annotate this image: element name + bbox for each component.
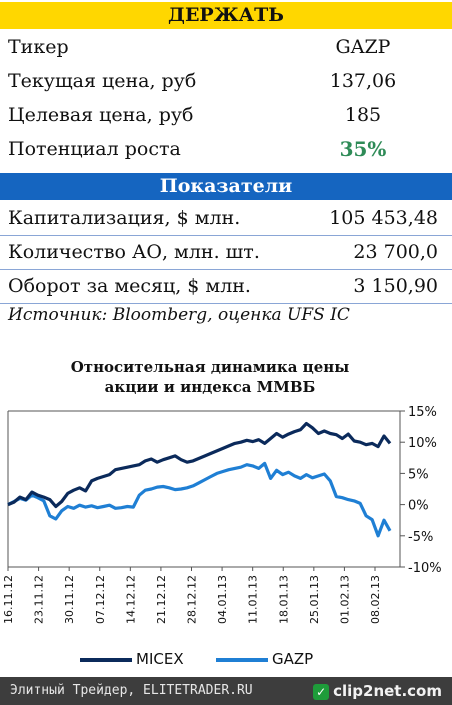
x-tick-label: 04.01.13 xyxy=(216,575,229,624)
x-tick-label: 14.12.12 xyxy=(124,575,137,624)
clip2net-logo[interactable]: ✓ clip2net.com xyxy=(313,677,442,705)
chart-title-line-2: акции и индекса ММВБ xyxy=(104,378,316,396)
metric-value: 105 453,48 xyxy=(329,207,438,229)
x-tick-label: 23.11.12 xyxy=(33,575,46,624)
footer-bar: Элитный Трейдер, ELITETRADER.RU ✓ clip2ne… xyxy=(0,677,452,705)
legend-item-micex: MICEX xyxy=(80,650,184,668)
row-divider xyxy=(0,303,452,304)
x-tick-label: 18.01.13 xyxy=(277,575,290,624)
x-tick-label: 25.01.13 xyxy=(308,575,321,624)
row-divider xyxy=(0,269,452,270)
info-row-ticker: Тикер GAZP xyxy=(8,30,440,64)
x-tick-label: 08.02.13 xyxy=(369,575,382,624)
row-divider xyxy=(0,235,452,236)
series-line-gazp xyxy=(7,461,392,538)
info-label: Текущая цена, руб xyxy=(8,70,197,92)
recommendation-banner: ДЕРЖАТЬ xyxy=(0,2,452,29)
metric-label: Капитализация, $ млн. xyxy=(8,207,241,229)
metric-value: 23 700,0 xyxy=(353,241,438,263)
x-tick-label: 16.11.12 xyxy=(2,575,15,624)
clip-icon: ✓ xyxy=(313,683,330,700)
legend-label-gazp: GAZP xyxy=(272,650,314,668)
source-note: Источник: Bloomberg, оценка UFS IC xyxy=(8,305,350,325)
x-tick-label: 07.12.12 xyxy=(94,575,107,624)
legend-swatch-micex xyxy=(80,657,132,662)
x-tick-label: 01.02.13 xyxy=(338,575,351,624)
metric-row-shares: Количество АО, млн. шт. 23 700,0 xyxy=(8,235,440,269)
y-tick-label: 0% xyxy=(408,499,429,514)
y-tick-label: -10% xyxy=(408,561,442,576)
y-tick-label: 10% xyxy=(408,436,437,451)
info-value: 137,06 xyxy=(329,70,397,92)
legend-swatch-gazp xyxy=(216,657,268,662)
y-tick-label: -5% xyxy=(408,530,433,545)
info-row-target-price: Целевая цена, руб 185 xyxy=(8,98,440,132)
info-value: GAZP xyxy=(335,36,391,58)
logo-text: clip2net.com xyxy=(333,682,442,700)
metric-label: Оборот за месяц, $ млн. xyxy=(8,275,251,297)
y-tick-label: 15% xyxy=(408,405,437,420)
upside-value: 35% xyxy=(339,137,387,161)
relative-performance-chart: -10% -5% 0% 5% 10% 15% 16.11.12 23.11.12 30.11.1… xyxy=(2,405,442,624)
x-tick-label: 28.12.12 xyxy=(186,575,199,624)
footer-credit: Элитный Трейдер, ELITETRADER.RU xyxy=(10,683,253,698)
metric-row-turnover: Оборот за месяц, $ млн. 3 150,90 xyxy=(8,269,440,303)
x-tick-label: 30.11.12 xyxy=(63,575,76,624)
y-tick-label: 5% xyxy=(408,467,429,482)
info-label: Потенциал роста xyxy=(8,138,181,160)
info-row-upside: Потенциал роста 35% xyxy=(8,132,440,166)
legend-item-gazp: GAZP xyxy=(216,650,313,668)
info-label: Целевая цена, руб xyxy=(8,104,194,126)
legend-label-micex: MICEX xyxy=(136,650,184,668)
info-row-current-price: Текущая цена, руб 137,06 xyxy=(8,64,440,98)
x-tick-label: 11.01.13 xyxy=(247,575,260,624)
info-value: 185 xyxy=(344,104,382,126)
chart-title-line-1: Относительная динамика цены xyxy=(70,358,350,376)
info-label: Тикер xyxy=(8,36,69,58)
metric-row-capitalization: Капитализация, $ млн. 105 453,48 xyxy=(8,201,440,235)
series-line-micex xyxy=(7,421,392,509)
metrics-banner: Показатели xyxy=(0,173,452,200)
metric-value: 3 150,90 xyxy=(353,275,438,297)
metric-label: Количество АО, млн. шт. xyxy=(8,241,260,263)
x-tick-label: 21.12.12 xyxy=(155,575,168,624)
